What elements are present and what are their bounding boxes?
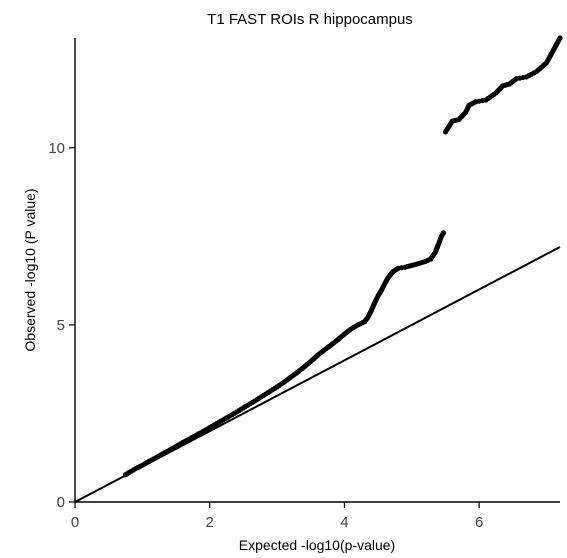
x-axis-label: Expected -log10(p-value)	[239, 537, 395, 553]
x-tick-label: 0	[71, 514, 79, 531]
y-tick-label: 10	[48, 140, 65, 157]
axis-group	[74, 38, 560, 503]
y-tick-label: 0	[57, 494, 65, 511]
x-tick-label: 4	[340, 514, 348, 531]
chart-title: T1 FAST ROIs R hippocampus	[207, 11, 413, 28]
data-point	[557, 35, 563, 41]
y-tick-label: 5	[57, 317, 65, 334]
data-points-group	[122, 35, 563, 478]
tick-group: 0 2 4 6 0 5 10	[48, 140, 483, 531]
y-axis-label: Observed -log10 (P value)	[22, 188, 38, 351]
x-tick-label: 6	[475, 514, 483, 531]
x-tick-label: 2	[206, 514, 214, 531]
data-point	[440, 230, 447, 236]
